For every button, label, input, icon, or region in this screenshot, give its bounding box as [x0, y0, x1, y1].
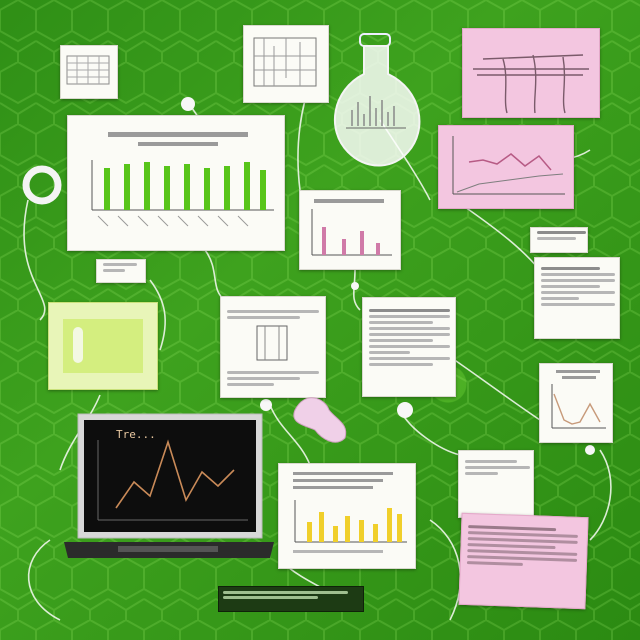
- pink-bar-chart-card: [299, 190, 401, 270]
- small-label-card: [96, 259, 146, 283]
- laptop: [58, 412, 280, 572]
- small-label-card-right: [530, 227, 588, 253]
- dark-caption-strip: [218, 586, 364, 612]
- yellow-bar-chart-card: [278, 463, 416, 569]
- green-bar-chart-card: [67, 115, 285, 251]
- text-doc-card: [362, 297, 456, 397]
- flask-illustration: [322, 30, 432, 180]
- right-text-card: [534, 257, 620, 339]
- apparatus-doc-card: [220, 296, 326, 398]
- pink-line-chart-card: [438, 125, 574, 209]
- right-line-chart-card: [539, 363, 613, 443]
- laptop-screen-title: Tre...: [116, 428, 156, 441]
- pink-sketch-card: [462, 28, 600, 118]
- white-note-card: [458, 450, 534, 518]
- schematic-card: [243, 25, 329, 103]
- pink-text-card: [458, 512, 589, 610]
- ring-icon: [20, 163, 64, 207]
- small-table-card: [60, 45, 118, 99]
- lime-panel: [48, 302, 158, 390]
- pink-object: [285, 390, 355, 450]
